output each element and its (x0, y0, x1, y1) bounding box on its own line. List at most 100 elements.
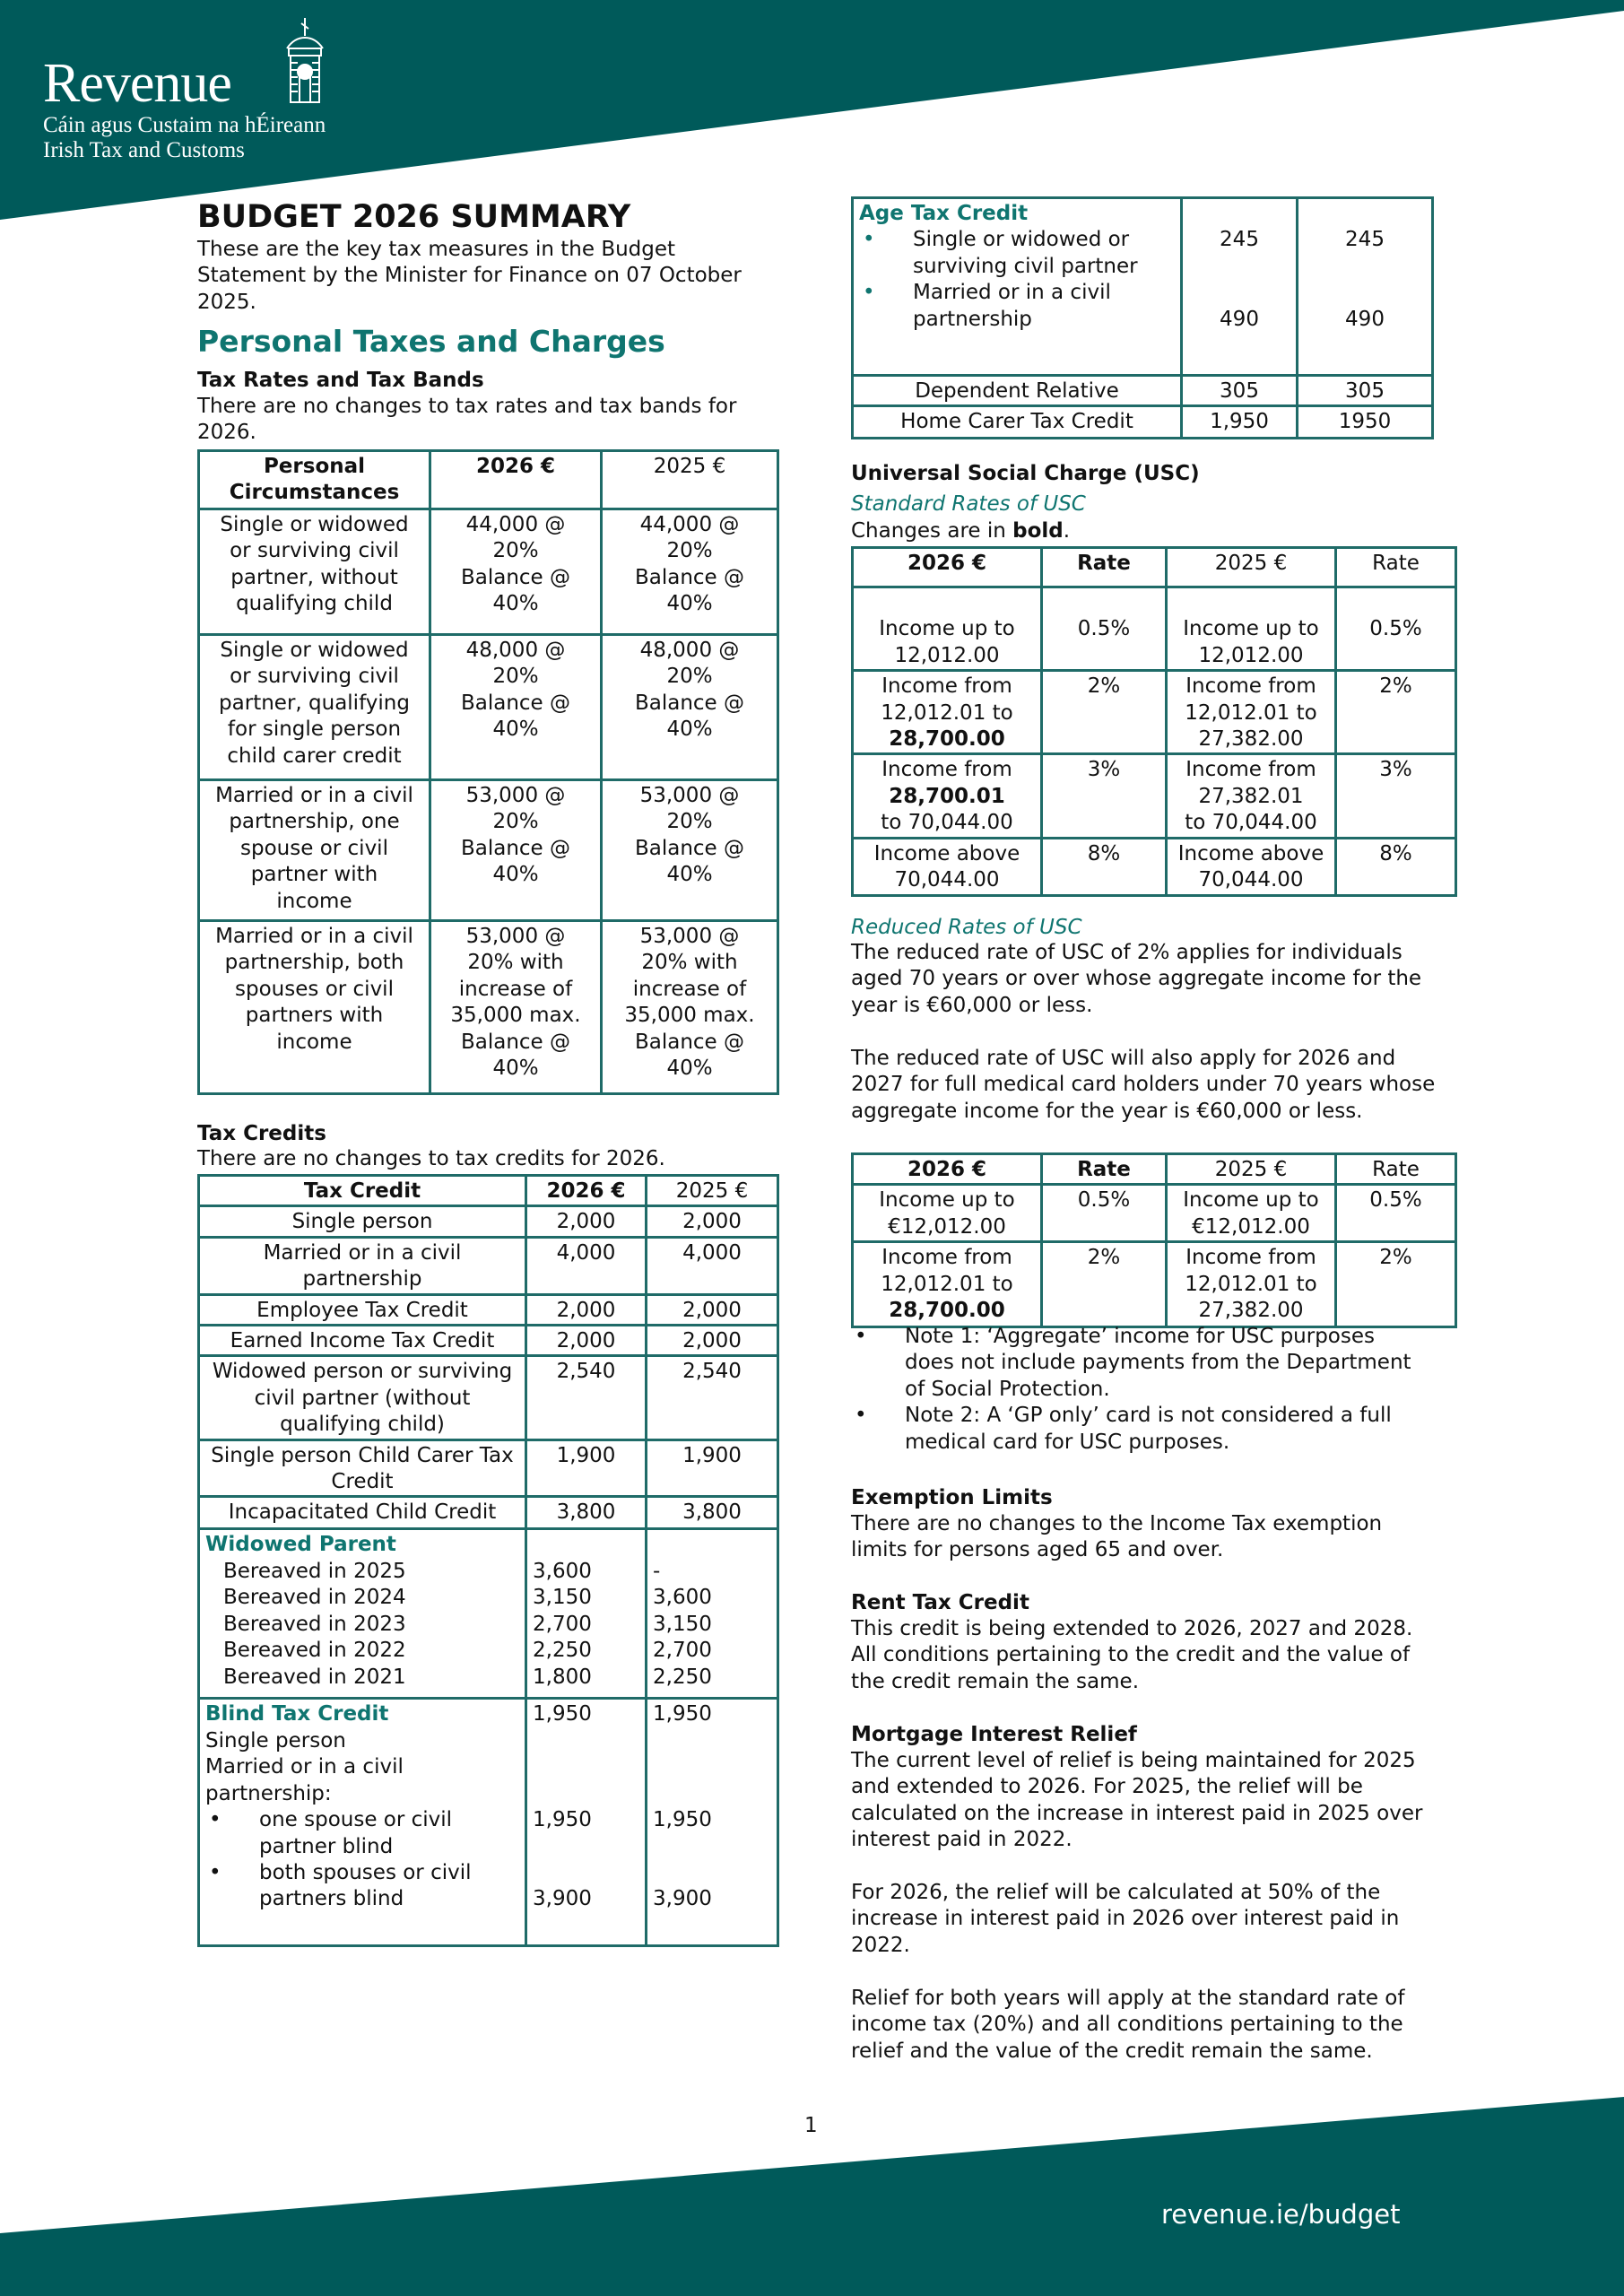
table-cell: 2,540 (645, 1354, 779, 1441)
note-item: • Note 1: ‘Aggregate’ income for USC purp… (851, 1324, 1425, 1403)
cell-bullet-text: one spouse or civil partner blind (259, 1808, 453, 1858)
table-cell: 1,900 (645, 1438, 779, 1499)
table-cell: Income from 12,012.01 to 28,700.00 (851, 669, 1043, 756)
table-row: Blind Tax Credit Single person Married or … (197, 1697, 779, 1948)
table-cell: Income from 28,700.01 to 70,044.00 (851, 752, 1043, 839)
table-cell: 2026 € (525, 1173, 647, 1208)
table-cell: 245 490 (1296, 196, 1434, 377)
cell-bullet-text: Single or widowed or surviving civil par… (913, 228, 1138, 278)
cell-bullet-text: Married or in a civil partnership (913, 281, 1111, 331)
tax-credits-heading: Tax Credits (197, 1122, 326, 1145)
bullet-icon: • (855, 1404, 867, 1428)
table-cell: 8% (1334, 836, 1457, 897)
table-cell: 245 490 (1180, 196, 1298, 377)
table-cell: 3% (1040, 752, 1168, 839)
footer-link[interactable]: revenue.ie/budget (1161, 2199, 1401, 2230)
table-header-row: 2026 € Rate 2025 € Rate (851, 1152, 1457, 1187)
table-row: Married or in a civil partnership, one s… (197, 778, 779, 922)
table-cell: 2,000 (525, 1205, 647, 1239)
table-cell: Income up to 12,012.00 (851, 585, 1043, 673)
usc-reduced-table: 2026 € Rate 2025 € Rate Income up to €12,012… (851, 1152, 1457, 1329)
table-cell: Income up to 12,012.00 (1165, 585, 1337, 673)
cell-text-part: to 70,044.00 (881, 811, 1013, 835)
usc-standard-table: 2026 € Rate 2025 € Rate Income up to 12,012… (851, 546, 1457, 897)
cell-bullet: • both spouses or civil partners blind (205, 1860, 519, 1913)
bullet-icon: • (209, 1808, 221, 1832)
table-row: Age Tax Credit • Single or widowed or surv… (851, 196, 1434, 377)
table-row: Income from 12,012.01 to 28,700.00 2% Inco… (851, 1240, 1457, 1329)
table-row: Incapacitated Child Credit 3,800 3,800 (197, 1495, 779, 1531)
footer-band (0, 2097, 1624, 2296)
usc-notes: • Note 1: ‘Aggregate’ income for USC purp… (851, 1324, 1425, 1456)
table-cell: Blind Tax Credit Single person Married or … (197, 1697, 527, 1948)
table-cell: Income above 70,044.00 (1165, 836, 1337, 897)
cell-bullet: • Married or in a civil partnership (859, 280, 1175, 333)
table-cell: Rate (1040, 546, 1168, 588)
cell-line: Bereaved in 2024 (223, 1586, 406, 1610)
cell-line: Bereaved in 2023 (223, 1612, 406, 1636)
table-cell: Income from 27,382.01 to 70,044.00 (1165, 752, 1337, 839)
table-row: Widowed person or surviving civil partne… (197, 1354, 779, 1441)
table-row: Income from 12,012.01 to 28,700.00 2% Inco… (851, 669, 1457, 756)
bullet-icon: • (863, 281, 875, 305)
cell-bullet-text: both spouses or civil partners blind (259, 1860, 472, 1911)
table-cell: 305 (1180, 373, 1298, 408)
table-row: Single person 2,000 2,000 (197, 1205, 779, 1239)
changes-prefix: Changes are in (851, 519, 1013, 543)
page-number: 1 (804, 2114, 818, 2137)
table-cell: Income from 12,012.01 to 28,700.00 (851, 1240, 1043, 1329)
table-row: Income above 70,044.00 8% Income above 70,… (851, 836, 1457, 897)
table-cell: Widowed person or surviving civil partne… (197, 1354, 527, 1441)
table-cell: Married or in a civil partnership, both … (197, 919, 431, 1095)
table-cell: Dependent Relative (851, 373, 1183, 408)
cell-line: Married or in a civil partnership: (205, 1755, 404, 1805)
table-row: Married or in a civil partnership 4,000 4,… (197, 1235, 779, 1296)
age-tax-credit-table: Age Tax Credit • Single or widowed or surv… (851, 196, 1434, 440)
table-cell: 0.5% (1334, 585, 1457, 673)
table-cell: 53,000 @ 20% Balance @ 40% (600, 778, 779, 922)
table-cell: 2026 € (429, 449, 603, 510)
table-cell: 1,950 1,950 3,900 (645, 1697, 779, 1948)
tax-rates-heading: Tax Rates and Tax Bands (197, 369, 484, 392)
table-row: Home Carer Tax Credit 1,950 1950 (851, 404, 1434, 440)
table-cell: 48,000 @ 20% Balance @ 40% (600, 633, 779, 781)
intro-text: These are the key tax measures in the Bu… (197, 238, 742, 314)
header-band (0, 0, 1624, 220)
usc-standard-heading: Standard Rates of USC (851, 492, 1086, 516)
table-cell: 1,950 1,950 3,900 (525, 1697, 647, 1948)
table-header-row: Tax Credit 2026 €2025 € (197, 1173, 779, 1208)
usc-changes-note: Changes are in bold. (851, 518, 1461, 544)
cell-line: Bereaved in 2022 (223, 1639, 406, 1663)
table-cell: Single person Child Carer Tax Credit (197, 1438, 527, 1499)
usc-reduced-text-2: The reduced rate of USC will also apply … (851, 1047, 1436, 1123)
table-cell: 2,000 (645, 1324, 779, 1358)
table-cell: 8% (1040, 836, 1168, 897)
logo-tagline-english: Irish Tax and Customs (43, 138, 245, 162)
changes-bold: bold (1012, 519, 1064, 543)
table-cell: 53,000 @ 20% with increase of 35,000 max… (429, 919, 603, 1095)
table-cell: Income from 12,012.01 to 27,382.00 (1165, 1240, 1337, 1329)
table-cell: Income up to €12,012.00 (851, 1183, 1043, 1244)
tax-credits-text: There are no changes to tax credits for … (197, 1147, 665, 1170)
table-row: Employee Tax Credit 2,000 2,000 (197, 1292, 779, 1327)
table-cell: Widowed Parent Bereaved in 2025 Bereaved i… (197, 1527, 527, 1700)
table-cell: 2025 € (1165, 1152, 1337, 1187)
table-header-row: 2026 € Rate 2025 € Rate (851, 546, 1457, 588)
table-cell: Age Tax Credit • Single or widowed or surv… (851, 196, 1183, 377)
table-cell: 2% (1334, 1240, 1457, 1329)
table-row: Widowed Parent Bereaved in 2025 Bereaved i… (197, 1527, 779, 1700)
note-text: Note 2: A ‘GP only’ card is not consider… (905, 1404, 1392, 1454)
table-cell: 0.5% (1040, 585, 1168, 673)
logo-tagline-irish: Cáin agus Custaim na hÉireann (43, 113, 326, 137)
table-cell: Tax Credit (197, 1173, 527, 1208)
table-cell: 53,000 @ 20% Balance @ 40% (429, 778, 603, 922)
table-cell: Single or widowed or surviving civil par… (197, 508, 431, 636)
table-cell: 2025 € (645, 1173, 779, 1208)
table-cell: 2% (1040, 669, 1168, 756)
table-cell: 4,000 (645, 1235, 779, 1296)
table-cell: 53,000 @ 20% with increase of 35,000 max… (600, 919, 779, 1095)
table-row: Income from 28,700.01 to 70,044.00 3% Inco… (851, 752, 1457, 839)
table-header-row: Personal Circumstances 2026 €2025 € (197, 449, 779, 510)
table-cell: Rate (1040, 1152, 1168, 1187)
